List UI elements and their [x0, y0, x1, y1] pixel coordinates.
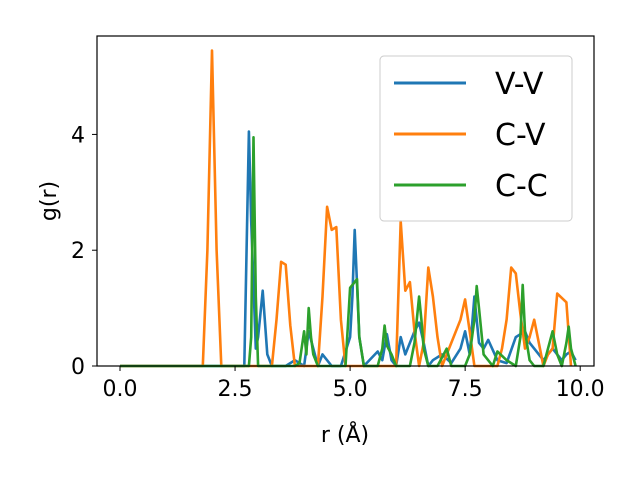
x-axis-label: r (Å) [321, 421, 369, 448]
legend-label-c-c: C-C [495, 169, 548, 204]
y-axis-label: g(r) [37, 181, 62, 221]
y-tick-label: 0 [71, 355, 85, 380]
legend-label-c-v: C-V [495, 118, 546, 153]
x-tick-label: 0.0 [103, 377, 138, 402]
y-axis: 0 2 4 [71, 123, 97, 380]
plot-frame [96, 35, 595, 367]
x-axis: 0.0 2.5 5.0 7.5 10.0 [103, 366, 605, 402]
y-tick-label: 4 [71, 123, 85, 148]
x-tick-label: 10.0 [556, 377, 605, 402]
series-layer [120, 49, 577, 368]
x-tick-label: 5.0 [333, 377, 368, 402]
y-tick-label: 2 [71, 239, 85, 264]
series-line-c-c [120, 136, 577, 368]
x-tick-label: 7.5 [448, 377, 483, 402]
legend: V-V C-V C-C [379, 55, 573, 222]
legend-label-v-v: V-V [495, 67, 544, 102]
x-tick-label: 2.5 [218, 377, 253, 402]
legend-box [379, 55, 573, 222]
